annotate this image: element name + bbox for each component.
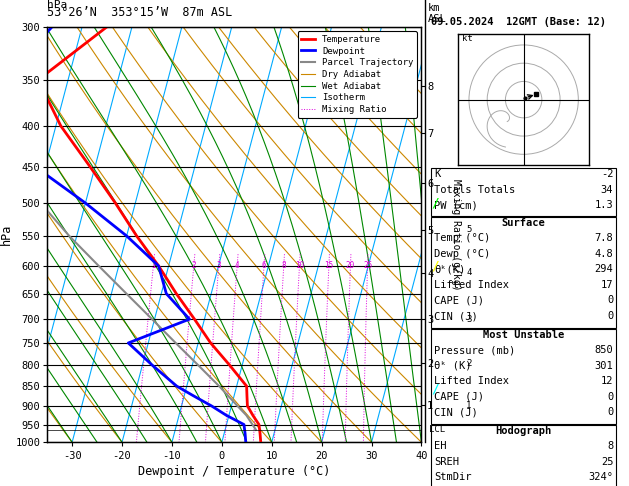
X-axis label: Dewpoint / Temperature (°C): Dewpoint / Temperature (°C) (138, 466, 330, 478)
Text: Mixing Ratio (g/kg): Mixing Ratio (g/kg) (451, 179, 461, 290)
Text: 1.3: 1.3 (594, 200, 613, 210)
Text: 09.05.2024  12GMT (Base: 12): 09.05.2024 12GMT (Base: 12) (431, 17, 606, 27)
Text: 0: 0 (607, 392, 613, 402)
Text: -2: -2 (601, 169, 613, 179)
Text: 850: 850 (594, 345, 613, 355)
Text: hPa: hPa (47, 0, 67, 10)
Text: θᵏ(K): θᵏ(K) (434, 264, 465, 275)
Text: K: K (434, 169, 440, 179)
Text: 7.8: 7.8 (594, 233, 613, 243)
Text: PW (cm): PW (cm) (434, 200, 478, 210)
Text: 53°26’N  353°15’W  87m ASL: 53°26’N 353°15’W 87m ASL (47, 6, 233, 19)
Text: 3: 3 (216, 261, 221, 270)
Text: Dewp (°C): Dewp (°C) (434, 249, 490, 259)
Legend: Temperature, Dewpoint, Parcel Trajectory, Dry Adiabat, Wet Adiabat, Isotherm, Mi: Temperature, Dewpoint, Parcel Trajectory… (298, 31, 417, 118)
Text: Surface: Surface (502, 218, 545, 228)
Text: 25: 25 (363, 261, 372, 270)
Text: CIN (J): CIN (J) (434, 311, 478, 321)
Text: 2: 2 (191, 261, 196, 270)
Text: Pressure (mb): Pressure (mb) (434, 345, 515, 355)
Text: 294: 294 (594, 264, 613, 275)
Text: 0: 0 (607, 295, 613, 306)
Text: 1: 1 (466, 401, 472, 410)
Text: 8: 8 (607, 441, 613, 451)
Text: Totals Totals: Totals Totals (434, 185, 515, 195)
Text: 2: 2 (466, 359, 472, 367)
Text: 324°: 324° (588, 472, 613, 483)
Text: 20: 20 (346, 261, 355, 270)
Text: LCL: LCL (429, 425, 445, 434)
Text: StmDir: StmDir (434, 472, 472, 483)
Text: 25: 25 (601, 457, 613, 467)
Text: 8: 8 (281, 261, 286, 270)
Text: 17: 17 (601, 280, 613, 290)
Text: 6: 6 (262, 261, 266, 270)
Text: km
ASL: km ASL (428, 3, 447, 24)
Text: 4: 4 (235, 261, 240, 270)
Text: /: / (431, 260, 438, 273)
Text: 0: 0 (607, 311, 613, 321)
Text: Most Unstable: Most Unstable (483, 330, 564, 340)
Text: 0: 0 (607, 407, 613, 417)
Text: 5: 5 (466, 225, 472, 234)
Text: 4.8: 4.8 (594, 249, 613, 259)
Text: kt: kt (462, 35, 472, 43)
Text: 1: 1 (151, 261, 156, 270)
Text: /: / (431, 382, 438, 396)
Text: 12: 12 (601, 376, 613, 386)
Text: Temp (°C): Temp (°C) (434, 233, 490, 243)
Text: 3: 3 (466, 314, 472, 324)
Text: Lifted Index: Lifted Index (434, 376, 509, 386)
Text: 15: 15 (325, 261, 333, 270)
Text: θᵏ (K): θᵏ (K) (434, 361, 472, 371)
Text: SREH: SREH (434, 457, 459, 467)
Text: 10: 10 (295, 261, 304, 270)
Text: EH: EH (434, 441, 447, 451)
Text: 4: 4 (466, 268, 472, 278)
Text: CIN (J): CIN (J) (434, 407, 478, 417)
Text: 34: 34 (601, 185, 613, 195)
Text: Lifted Index: Lifted Index (434, 280, 509, 290)
Text: /: / (431, 196, 438, 209)
Text: Hodograph: Hodograph (496, 426, 552, 436)
Text: CAPE (J): CAPE (J) (434, 295, 484, 306)
Y-axis label: hPa: hPa (0, 224, 13, 245)
Text: CAPE (J): CAPE (J) (434, 392, 484, 402)
Text: 301: 301 (594, 361, 613, 371)
